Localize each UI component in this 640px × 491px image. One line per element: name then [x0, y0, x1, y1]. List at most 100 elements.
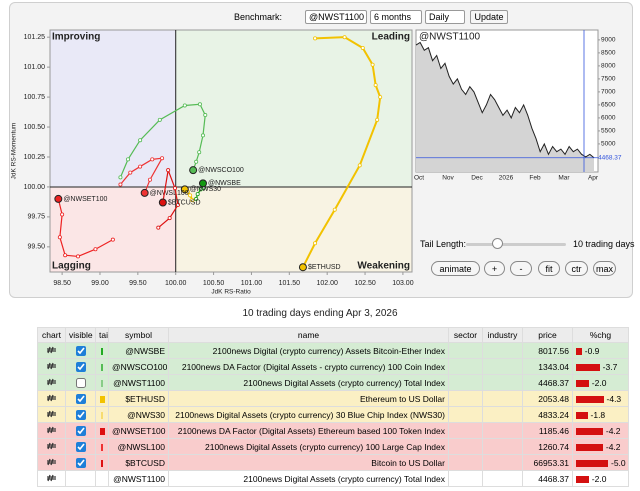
- sector: [448, 406, 483, 423]
- column-header[interactable]: symbol: [108, 327, 169, 343]
- tail-point: [357, 163, 362, 168]
- sector: [448, 454, 483, 471]
- chg-label: -4.2: [605, 425, 621, 436]
- visible-checkbox[interactable]: [75, 345, 86, 356]
- column-header[interactable]: tail: [95, 327, 109, 343]
- symbol: @NWSCO100: [108, 358, 169, 375]
- price: 8017.56: [522, 342, 573, 359]
- chart-icon[interactable]: [47, 426, 56, 434]
- x-tick-label: 98.50: [53, 280, 71, 287]
- x-tick-label: Nov: [442, 175, 454, 182]
- quadrant-lagging: [50, 186, 176, 272]
- column-header[interactable]: industry: [482, 327, 523, 343]
- tail-swatch[interactable]: [101, 379, 103, 387]
- tail-point: [190, 198, 195, 203]
- chg-label: -3.7: [602, 361, 618, 372]
- x-tick-label: 99.00: [91, 280, 109, 287]
- visible-checkbox[interactable]: [75, 393, 86, 404]
- chart-icon[interactable]: [47, 346, 56, 354]
- chg-bar: [576, 459, 608, 467]
- visible-checkbox[interactable]: [75, 361, 86, 372]
- tail-swatch[interactable]: [99, 395, 105, 403]
- control-button[interactable]: +: [484, 261, 505, 276]
- chart-icon[interactable]: [47, 394, 56, 402]
- industry: [482, 358, 523, 375]
- tail-slider-thumb[interactable]: [492, 238, 503, 249]
- visible-checkbox[interactable]: [75, 441, 86, 452]
- symbol: @NWSET100: [108, 422, 169, 439]
- chart-icon[interactable]: [47, 442, 56, 450]
- chart-cell: [37, 406, 66, 423]
- chart-icon[interactable]: [47, 378, 56, 386]
- update-button[interactable]: Update: [470, 10, 508, 24]
- chg-label: -0.9: [584, 345, 600, 356]
- control-button[interactable]: -: [510, 261, 532, 276]
- symbol: @NWS30: [108, 406, 169, 423]
- visible-checkbox[interactable]: [75, 457, 86, 468]
- price-area: [416, 42, 594, 172]
- name: 2100news DA Factor (Digital Assets) Ethe…: [168, 422, 449, 439]
- price-title: @NWST1100: [419, 32, 481, 43]
- tail-head: [140, 188, 149, 197]
- tail-swatch[interactable]: [101, 363, 103, 371]
- y-tick-label: 8000: [601, 63, 616, 70]
- icon-stroke: [50, 458, 54, 465]
- y-tick-label: 7500: [601, 76, 616, 83]
- column-header[interactable]: visible: [65, 327, 96, 343]
- visible-cell: [65, 454, 96, 471]
- tail-point: [378, 95, 383, 100]
- chart-cell: [37, 390, 66, 407]
- frequency-select[interactable]: Daily: [425, 10, 465, 24]
- x-tick-label: 100.50: [203, 280, 225, 287]
- icon-stroke: [50, 394, 54, 401]
- price: 1343.04: [522, 358, 573, 375]
- visible-checkbox[interactable]: [75, 409, 86, 420]
- column-header[interactable]: name: [168, 327, 449, 343]
- visible-cell: [65, 438, 96, 455]
- column-header[interactable]: %chg: [572, 327, 629, 343]
- tail-point: [160, 156, 165, 161]
- series-label: @NWSET100: [63, 196, 107, 203]
- icon-stroke: [50, 474, 54, 481]
- tail-point: [60, 212, 65, 217]
- chart-icon[interactable]: [47, 458, 56, 466]
- icon-stroke: [50, 410, 54, 417]
- icon-stroke: [47, 426, 51, 433]
- period-select[interactable]: 6 months: [370, 10, 422, 24]
- tail-point: [118, 175, 123, 180]
- control-button[interactable]: ctr: [565, 261, 588, 276]
- tail-slider-track[interactable]: [466, 243, 566, 246]
- tail-cell: [95, 342, 109, 359]
- chart-icon[interactable]: [47, 474, 56, 482]
- tail-head: [298, 263, 307, 272]
- chart-cell: [37, 470, 66, 487]
- tail-swatch[interactable]: [101, 459, 103, 467]
- tail-point: [360, 45, 365, 50]
- tail-point: [118, 182, 123, 187]
- industry: [482, 438, 523, 455]
- column-header[interactable]: sector: [448, 327, 483, 343]
- tail-swatch[interactable]: [99, 427, 105, 435]
- control-button[interactable]: max: [593, 261, 616, 276]
- tail-swatch[interactable]: [101, 347, 103, 355]
- y-tick-label: 100.00: [24, 184, 46, 191]
- control-button[interactable]: animate: [431, 261, 480, 276]
- tail-point: [194, 159, 199, 164]
- tail-point: [370, 62, 375, 67]
- benchmark-input[interactable]: @NWST1100: [305, 10, 367, 24]
- control-button[interactable]: fit: [538, 261, 560, 276]
- tail-swatch[interactable]: [101, 443, 103, 451]
- y-axis-title: JdK RS-Momentum: [11, 123, 18, 180]
- industry: [482, 342, 523, 359]
- tail-point: [373, 83, 378, 88]
- visible-checkbox[interactable]: [75, 377, 86, 388]
- chart-icon[interactable]: [47, 410, 56, 418]
- visible-checkbox[interactable]: [75, 425, 86, 436]
- tail-swatch[interactable]: [101, 411, 103, 419]
- column-header[interactable]: chart: [37, 327, 66, 343]
- y-tick-label: 5000: [601, 141, 616, 148]
- price: 4468.37: [522, 470, 573, 487]
- name: 2100news DA Factor (Digital Assets - cry…: [168, 358, 449, 375]
- chart-icon[interactable]: [47, 362, 56, 370]
- column-header[interactable]: price: [522, 327, 573, 343]
